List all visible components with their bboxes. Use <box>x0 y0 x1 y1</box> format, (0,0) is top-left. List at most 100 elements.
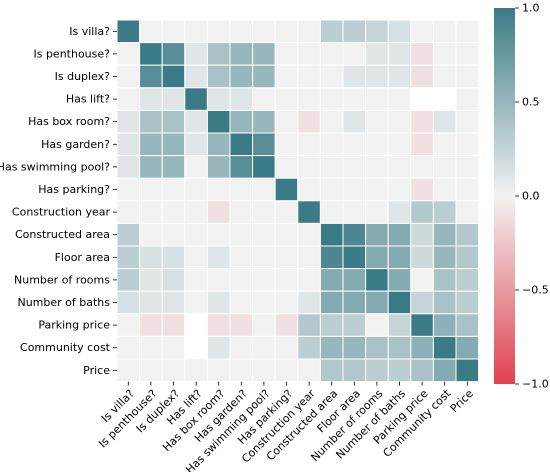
heatmap-cell-has-swimming-pool-has-parking <box>274 155 299 179</box>
heatmap-cell-parking-price-has-box-room <box>206 313 231 337</box>
heatmap-cell-number-of-rooms-is-villa <box>116 268 141 292</box>
heatmap-cell-has-box-room-number-of-baths <box>387 109 412 134</box>
heatmap-cell-is-duplex-number-of-baths <box>387 64 412 89</box>
heatmap-cell-construction-year-has-garden <box>229 200 254 224</box>
heatmap-cell-number-of-baths-constructed-area <box>319 290 344 315</box>
heatmap-cell-price-has-garden <box>229 358 254 383</box>
heatmap-cell-floor-area-construction-year <box>297 245 321 270</box>
heatmap-cell-construction-year-floor-area <box>342 200 367 224</box>
heatmap-cell-construction-year-has-swimming-pool <box>252 200 276 224</box>
heatmap-cell-number-of-rooms-has-box-room <box>206 268 231 292</box>
heatmap-cell-parking-price-is-penthouse <box>139 313 163 337</box>
heatmap-cell-has-parking-has-lift <box>184 177 208 202</box>
heatmap-cell-parking-price-constructed-area <box>319 313 344 337</box>
heatmap-cell-number-of-rooms-parking-price <box>410 268 434 292</box>
heatmap-cell-community-cost-has-lift <box>184 335 208 360</box>
heatmap-cell-has-box-room-has-box-room <box>206 109 231 134</box>
heatmap-cell-has-parking-constructed-area <box>319 177 344 202</box>
heatmap-cell-is-penthouse-has-box-room <box>206 42 231 66</box>
heatmap-cell-price-has-parking <box>274 358 299 383</box>
colorbar-tick-label: −0.5 <box>522 284 549 297</box>
heatmap-cell-has-garden-is-duplex <box>161 132 186 157</box>
heatmap-cell-is-duplex-price <box>455 64 480 89</box>
heatmap-cell-number-of-baths-floor-area <box>342 290 367 315</box>
heatmap-cell-is-penthouse-is-duplex <box>161 42 186 66</box>
y-label-floor-area: Floor area <box>55 251 110 264</box>
y-label-has-lift: Has lift? <box>66 93 110 106</box>
heatmap-cell-number-of-rooms-has-parking <box>274 268 299 292</box>
heatmap-cell-has-swimming-pool-number-of-rooms <box>365 155 389 179</box>
heatmap-cell-has-lift-floor-area <box>342 87 367 111</box>
heatmap-cell-is-villa-has-swimming-pool <box>252 19 276 44</box>
heatmap-cell-construction-year-is-duplex <box>161 200 186 224</box>
heatmap-cell-has-parking-is-penthouse <box>139 177 163 202</box>
heatmap-cell-floor-area-price <box>455 245 480 270</box>
heatmap-cell-has-box-room-parking-price <box>410 109 434 134</box>
y-label-has-box-room: Has box room? <box>28 115 110 128</box>
heatmap-cell-is-villa-price <box>455 19 480 44</box>
heatmap-cell-has-garden-constructed-area <box>319 132 344 157</box>
heatmap-cell-has-swimming-pool-construction-year <box>297 155 321 179</box>
heatmap-cell-has-parking-is-duplex <box>161 177 186 202</box>
heatmap-cell-construction-year-is-villa <box>116 200 141 224</box>
heatmap-cell-has-lift-has-swimming-pool <box>252 87 276 111</box>
heatmap-cell-is-duplex-is-duplex <box>161 64 186 89</box>
heatmap-cell-number-of-rooms-number-of-rooms <box>365 268 389 292</box>
colorbar-bar <box>494 8 515 384</box>
heatmap-cell-has-lift-has-lift <box>184 87 208 111</box>
heatmap-cell-is-villa-community-cost <box>432 19 457 44</box>
heatmap-cell-number-of-baths-has-garden <box>229 290 254 315</box>
heatmap-cell-number-of-rooms-community-cost <box>432 268 457 292</box>
heatmap-cell-price-parking-price <box>410 358 434 383</box>
heatmap-cell-number-of-rooms-is-duplex <box>161 268 186 292</box>
heatmap-cell-community-cost-has-box-room <box>206 335 231 360</box>
heatmap-cell-price-floor-area <box>342 358 367 383</box>
heatmap-cell-constructed-area-floor-area <box>342 222 367 247</box>
heatmap-cell-is-penthouse-construction-year <box>297 42 321 66</box>
y-label-is-duplex: Is duplex? <box>55 70 111 83</box>
heatmap-cell-has-parking-floor-area <box>342 177 367 202</box>
heatmap-cell-has-garden-community-cost <box>432 132 457 157</box>
heatmap-cell-has-swimming-pool-is-duplex <box>161 155 186 179</box>
y-label-price: Price <box>83 364 110 377</box>
heatmap-cell-is-penthouse-is-villa <box>116 42 141 66</box>
heatmap-cell-is-duplex-is-penthouse <box>139 64 163 89</box>
heatmap-cell-number-of-baths-parking-price <box>410 290 434 315</box>
heatmap-cell-has-swimming-pool-has-lift <box>184 155 208 179</box>
y-label-construction-year: Construction year <box>12 206 111 219</box>
heatmap-cell-is-penthouse-is-penthouse <box>139 42 163 66</box>
heatmap-cell-has-parking-has-box-room <box>206 177 231 202</box>
heatmap-cell-is-penthouse-floor-area <box>342 42 367 66</box>
heatmap-cell-is-penthouse-has-parking <box>274 42 299 66</box>
heatmap-cell-floor-area-is-penthouse <box>139 245 163 270</box>
y-label-number-of-baths: Number of baths <box>17 296 110 309</box>
heatmap-cell-has-garden-number-of-rooms <box>365 132 389 157</box>
heatmap-cell-community-cost-is-penthouse <box>139 335 163 360</box>
heatmap-cell-has-parking-has-parking <box>274 177 299 202</box>
heatmap-cell-community-cost-has-parking <box>274 335 299 360</box>
heatmap-cell-is-penthouse-has-garden <box>229 42 254 66</box>
y-label-number-of-rooms: Number of rooms <box>14 273 110 286</box>
heatmap-cell-price-is-penthouse <box>139 358 163 383</box>
y-label-constructed-area: Constructed area <box>15 228 110 241</box>
heatmap-cell-is-penthouse-number-of-rooms <box>365 42 389 66</box>
heatmap-cell-constructed-area-price <box>455 222 480 247</box>
heatmap-cell-community-cost-floor-area <box>342 335 367 360</box>
heatmap-cell-parking-price-community-cost <box>432 313 457 337</box>
heatmap-cell-number-of-baths-has-parking <box>274 290 299 315</box>
heatmap-cell-parking-price-number-of-rooms <box>365 313 389 337</box>
heatmap-cell-is-villa-construction-year <box>297 19 321 44</box>
heatmap-cell-constructed-area-community-cost <box>432 222 457 247</box>
y-label-has-swimming-pool: Has swimming pool? <box>0 160 110 173</box>
heatmap-cell-constructed-area-constructed-area <box>319 222 344 247</box>
heatmap-cell-price-is-duplex <box>161 358 186 383</box>
heatmap-cell-number-of-rooms-price <box>455 268 480 292</box>
heatmap-cell-has-swimming-pool-constructed-area <box>319 155 344 179</box>
heatmap-cell-has-lift-number-of-rooms <box>365 87 389 111</box>
heatmap-cell-is-villa-has-garden <box>229 19 254 44</box>
heatmap-cell-has-garden-has-lift <box>184 132 208 157</box>
heatmap-cell-number-of-rooms-floor-area <box>342 268 367 292</box>
heatmap-cell-has-parking-number-of-baths <box>387 177 412 202</box>
x-label-price: Price <box>448 387 476 415</box>
heatmap-cell-is-duplex-has-garden <box>229 64 254 89</box>
